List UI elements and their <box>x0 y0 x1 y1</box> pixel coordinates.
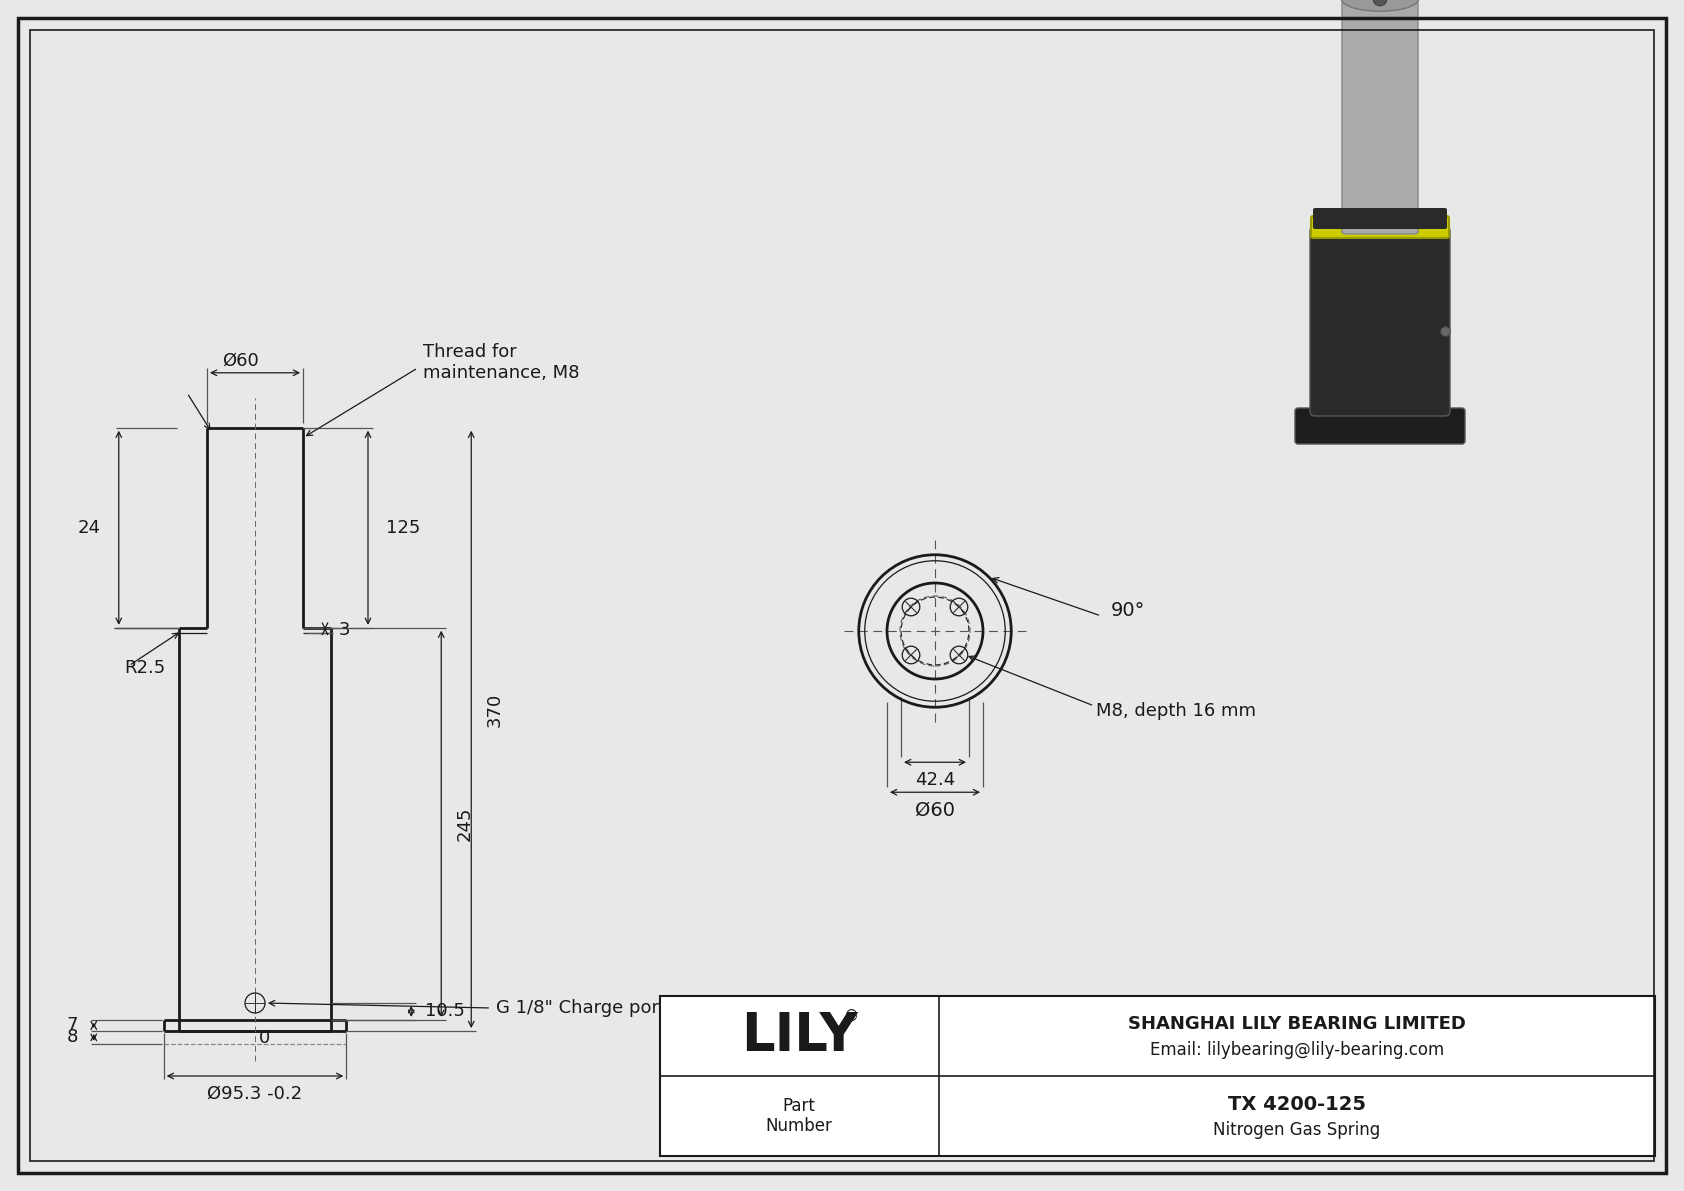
FancyBboxPatch shape <box>1342 0 1418 233</box>
Text: Email: lilybearing@lily-bearing.com: Email: lilybearing@lily-bearing.com <box>1150 1041 1443 1059</box>
Text: 10.5: 10.5 <box>426 1003 465 1021</box>
Text: 42.4: 42.4 <box>914 772 955 790</box>
Text: 3: 3 <box>338 622 350 640</box>
FancyBboxPatch shape <box>1295 409 1465 444</box>
Text: ®: ® <box>844 1009 859 1023</box>
Text: 24: 24 <box>77 519 101 537</box>
Text: M8, depth 16 mm: M8, depth 16 mm <box>1096 701 1256 721</box>
Text: Ø60: Ø60 <box>914 800 955 819</box>
Ellipse shape <box>1342 0 1418 11</box>
Text: 125: 125 <box>386 519 421 537</box>
Text: R2.5: R2.5 <box>123 659 165 676</box>
Text: 245: 245 <box>455 806 473 841</box>
Text: TX 4200-125: TX 4200-125 <box>1228 1095 1366 1114</box>
Text: 90°: 90° <box>1111 601 1145 621</box>
Text: Thread for
maintenance, M8: Thread for maintenance, M8 <box>423 343 579 382</box>
Text: Nitrogen Gas Spring: Nitrogen Gas Spring <box>1212 1121 1381 1139</box>
Text: 8: 8 <box>66 1028 77 1047</box>
Text: LILY: LILY <box>741 1010 857 1062</box>
Text: 7: 7 <box>66 1016 77 1035</box>
Text: 0: 0 <box>259 1029 271 1047</box>
FancyBboxPatch shape <box>1312 216 1448 238</box>
Circle shape <box>1372 0 1388 6</box>
Text: 370: 370 <box>485 692 504 727</box>
FancyBboxPatch shape <box>1310 226 1450 416</box>
Bar <box>660 996 1655 1156</box>
Text: Ø95.3 -0.2: Ø95.3 -0.2 <box>207 1085 303 1103</box>
FancyBboxPatch shape <box>1314 208 1447 229</box>
Text: SHANGHAI LILY BEARING LIMITED: SHANGHAI LILY BEARING LIMITED <box>1128 1015 1465 1033</box>
Text: Part
Number: Part Number <box>766 1097 832 1135</box>
Text: Ø60: Ø60 <box>222 351 258 369</box>
Text: G 1/8" Charge port: G 1/8" Charge port <box>497 999 667 1017</box>
